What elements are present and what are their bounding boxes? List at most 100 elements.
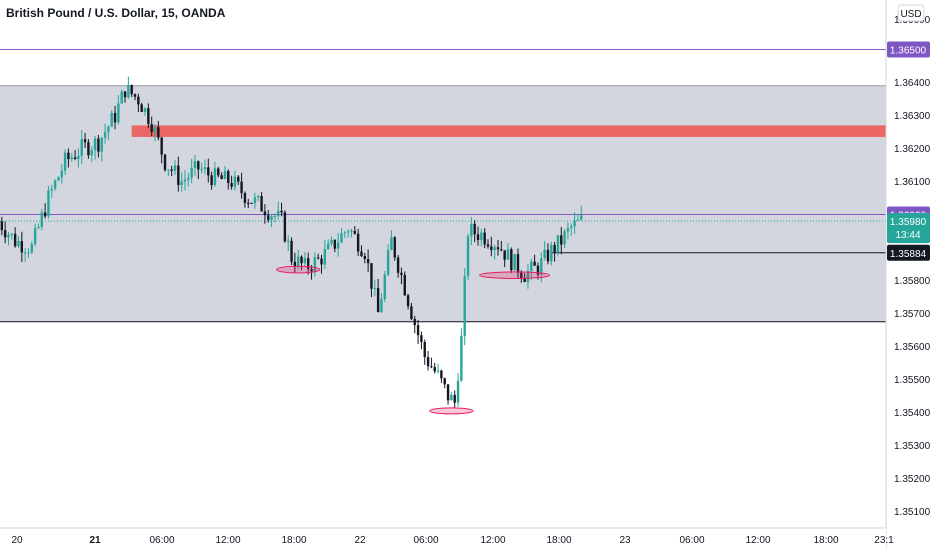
candle-body xyxy=(73,157,77,159)
candle xyxy=(403,271,406,297)
candle xyxy=(10,233,14,240)
candle xyxy=(7,231,10,246)
candle-body xyxy=(550,244,553,262)
candle-body xyxy=(526,270,530,282)
candle-body xyxy=(187,177,190,180)
candle-body xyxy=(283,212,287,242)
candle-body xyxy=(150,124,153,132)
candle xyxy=(536,262,540,280)
candle xyxy=(193,154,197,177)
candle-body xyxy=(530,261,533,271)
candle-body xyxy=(410,306,413,319)
candle xyxy=(53,179,57,191)
candle-body xyxy=(80,139,83,156)
candle-body xyxy=(430,366,433,368)
candle xyxy=(67,148,70,168)
x-tick-label: 12:00 xyxy=(745,535,770,546)
candle-body xyxy=(303,258,307,264)
candle-body xyxy=(456,380,460,403)
candle xyxy=(90,146,93,163)
y-tick-label: 1.35100 xyxy=(894,507,931,518)
candle-body xyxy=(163,154,167,170)
price-tag-label: 1.35980 xyxy=(890,217,927,228)
candle-body xyxy=(83,139,87,143)
candle-body xyxy=(313,257,317,272)
candle xyxy=(516,248,520,279)
candle-body xyxy=(383,274,386,300)
candle xyxy=(323,239,327,269)
candle xyxy=(167,169,170,176)
candle-body xyxy=(443,378,446,385)
annotations-layer xyxy=(276,265,551,415)
candle-body xyxy=(573,220,576,227)
candle xyxy=(93,135,97,160)
candle xyxy=(187,172,190,187)
candle-body xyxy=(100,137,103,152)
candle xyxy=(446,384,450,405)
candle-body xyxy=(473,223,476,235)
candle xyxy=(217,166,220,178)
candle-body xyxy=(483,232,486,245)
candle xyxy=(113,105,117,130)
candle-body xyxy=(446,384,450,401)
candle-body xyxy=(40,212,43,227)
candle-body xyxy=(177,165,180,186)
candle-body xyxy=(20,241,24,253)
candle-body xyxy=(400,272,403,275)
candle-body xyxy=(516,254,520,273)
candle xyxy=(363,252,366,264)
candle xyxy=(223,165,227,180)
candle xyxy=(380,293,383,313)
candle-body xyxy=(247,202,250,204)
candle-body xyxy=(293,261,297,267)
candle xyxy=(110,110,113,127)
highlight-ellipse-1 xyxy=(429,407,474,415)
candle-body xyxy=(466,236,470,277)
candle-body xyxy=(53,180,57,189)
candle xyxy=(283,210,287,243)
candle-body xyxy=(330,239,333,244)
candle-body xyxy=(310,268,313,272)
candle-body xyxy=(413,318,416,326)
candle-body xyxy=(127,85,130,98)
candle-body xyxy=(257,196,260,198)
countdown-label: 13:44 xyxy=(895,230,920,241)
candle-body xyxy=(366,258,370,264)
candle-body xyxy=(353,230,357,234)
price-tag-label: 1.36500 xyxy=(890,46,927,57)
x-tick-label: 18:00 xyxy=(546,535,571,546)
candle xyxy=(43,203,47,219)
candle xyxy=(160,136,163,164)
candle-body xyxy=(33,227,37,245)
candle xyxy=(247,198,250,208)
candle xyxy=(560,227,563,255)
candle-body xyxy=(343,232,347,234)
candle-body xyxy=(360,251,363,257)
candle-body xyxy=(140,104,143,112)
candle xyxy=(230,175,233,190)
candle xyxy=(133,93,137,101)
candle-body xyxy=(197,161,200,170)
chart-title: British Pound / U.S. Dollar, 15, OANDA xyxy=(6,6,226,20)
candle-body xyxy=(267,215,270,220)
price-tag-bg xyxy=(887,41,930,58)
candle xyxy=(277,201,280,220)
candle-body xyxy=(50,188,53,191)
candle xyxy=(326,239,330,250)
currency-badge-label: USD xyxy=(900,9,921,20)
candle xyxy=(440,369,443,383)
candle-body xyxy=(450,394,453,401)
candle-body xyxy=(87,142,90,156)
candle-body xyxy=(416,325,420,336)
candle-body xyxy=(540,258,543,275)
y-tick-label: 1.36400 xyxy=(894,78,931,89)
candle xyxy=(170,165,173,177)
candle-body xyxy=(193,161,197,168)
candle xyxy=(17,236,20,248)
candle xyxy=(117,94,120,125)
x-tick-label: 18:00 xyxy=(813,535,838,546)
candle xyxy=(553,241,556,262)
candle-body xyxy=(30,244,33,253)
currency-badge[interactable] xyxy=(897,4,925,22)
